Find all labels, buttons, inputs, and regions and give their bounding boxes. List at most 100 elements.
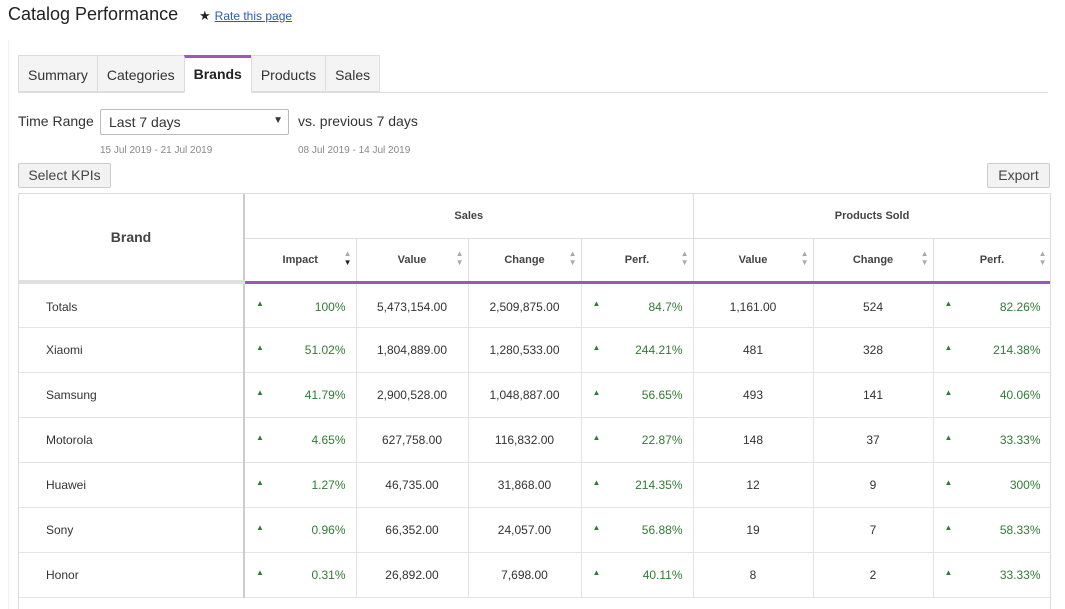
- impact-cell: ▲ 0.96%: [244, 507, 357, 553]
- sales-change-cell: 31,868.00: [468, 462, 582, 508]
- products-value-cell: 8: [693, 552, 814, 598]
- sales-change-column-header[interactable]: Change ▲ ▼: [468, 238, 582, 284]
- products-value-cell: 12: [693, 462, 814, 508]
- products-change-cell: 141: [813, 372, 934, 418]
- products-perf-column-header[interactable]: Perf. ▲ ▼: [933, 238, 1050, 284]
- tab-bar: Summary Categories Brands Products Sales: [18, 55, 381, 93]
- arrow-up-icon: ▲: [256, 567, 264, 577]
- export-button[interactable]: Export: [987, 163, 1050, 188]
- sort-icon[interactable]: ▲ ▼: [680, 248, 689, 267]
- sales-change-cell: 24,057.00: [468, 507, 582, 553]
- products-sold-group-header: Products Sold: [693, 194, 1050, 239]
- sales-value-cell: 66,352.00: [356, 507, 469, 553]
- tab-products[interactable]: Products: [250, 55, 326, 92]
- brand-cell: Sony: [19, 507, 245, 553]
- products-perf-cell: ▲ 40.06%: [933, 372, 1050, 418]
- select-kpis-button[interactable]: Select KPIs: [18, 163, 111, 188]
- arrow-up-icon: ▲: [256, 477, 264, 487]
- rate-link[interactable]: Rate this page: [214, 9, 293, 23]
- products-change-cell: 524: [813, 282, 934, 328]
- table-row[interactable]: Samsung ▲ 41.79% 2,900,528.00 1,048,887.00 ▲ 5…: [19, 372, 1050, 418]
- sales-value-cell: 1,804,889.00: [356, 327, 469, 373]
- sort-icon[interactable]: ▲ ▼: [343, 248, 352, 267]
- products-perf-cell: ▲ 214.38%: [933, 327, 1050, 373]
- arrow-up-icon: ▲: [592, 477, 601, 487]
- brands-table: Brand Sales Products Sold Impact ▲ ▼ Value…: [19, 194, 1050, 598]
- arrow-up-icon: ▲: [592, 298, 601, 308]
- sales-perf-cell: ▲ 214.35%: [581, 462, 694, 508]
- sort-icon[interactable]: ▲ ▼: [568, 248, 577, 267]
- tab-categories[interactable]: Categories: [96, 55, 184, 92]
- sales-change-cell: 1,280,533.00: [468, 327, 582, 373]
- impact-cell: ▲ 0.31%: [244, 552, 357, 598]
- sort-icon[interactable]: ▲ ▼: [920, 248, 929, 267]
- products-perf-cell: ▲ 82.26%: [933, 282, 1050, 328]
- sales-change-cell: 7,698.00: [468, 552, 582, 598]
- time-range-select[interactable]: Last 7 days ▼: [100, 109, 289, 135]
- impact-cell: ▲ 1.27%: [244, 462, 357, 508]
- comparison-label: vs. previous 7 days: [298, 113, 418, 129]
- table-row[interactable]: Huawei ▲ 1.27% 46,735.00 31,868.00 ▲ 214.35% 12…: [19, 462, 1050, 508]
- arrow-up-icon: ▲: [256, 298, 264, 308]
- sales-value-cell: 5,473,154.00: [356, 282, 469, 328]
- arrow-up-icon: ▲: [256, 387, 264, 397]
- brand-column-header[interactable]: Brand: [19, 194, 245, 284]
- arrow-up-icon: ▲: [944, 387, 953, 397]
- products-change-cell: 328: [813, 327, 934, 373]
- sales-perf-column-header[interactable]: Perf. ▲ ▼: [581, 238, 694, 284]
- sales-perf-cell: ▲ 22.87%: [581, 417, 694, 463]
- sales-change-cell: 1,048,887.00: [468, 372, 582, 418]
- impact-cell: ▲ 100%: [244, 282, 357, 328]
- tab-brands[interactable]: Brands: [183, 55, 251, 93]
- sort-icon[interactable]: ▲ ▼: [800, 248, 809, 267]
- brand-cell: Totals: [19, 282, 245, 328]
- products-change-column-header[interactable]: Change ▲ ▼: [813, 238, 934, 284]
- current-date-range: 15 Jul 2019 - 21 Jul 2019: [100, 145, 213, 156]
- sales-perf-cell: ▲ 40.11%: [581, 552, 694, 598]
- products-value-column-header[interactable]: Value ▲ ▼: [693, 238, 814, 284]
- impact-column-header[interactable]: Impact ▲ ▼: [244, 238, 357, 284]
- impact-cell: ▲ 4.65%: [244, 417, 357, 463]
- sales-value-column-header[interactable]: Value ▲ ▼: [356, 238, 469, 284]
- tab-summary[interactable]: Summary: [18, 55, 97, 92]
- tab-sales[interactable]: Sales: [325, 55, 381, 92]
- tabs-divider: [18, 92, 1048, 93]
- products-value-cell: 493: [693, 372, 814, 418]
- sales-perf-cell: ▲ 244.21%: [581, 327, 694, 373]
- table-row[interactable]: Totals ▲ 100% 5,473,154.00 2,509,875.00 ▲ 84.7…: [19, 282, 1050, 328]
- products-change-cell: 2: [813, 552, 934, 598]
- impact-cell: ▲ 51.02%: [244, 327, 357, 373]
- arrow-up-icon: ▲: [592, 522, 601, 532]
- page-title: Catalog Performance: [8, 4, 179, 24]
- sales-value-cell: 2,900,528.00: [356, 372, 469, 418]
- arrow-up-icon: ▲: [944, 298, 953, 308]
- products-perf-cell: ▲ 33.33%: [933, 417, 1050, 463]
- products-change-cell: 7: [813, 507, 934, 553]
- arrow-up-icon: ▲: [944, 522, 953, 532]
- brand-cell: Xiaomi: [19, 327, 245, 373]
- table-row[interactable]: Honor ▲ 0.31% 26,892.00 7,698.00 ▲ 40.11% 8 2 ▲ 33…: [19, 552, 1050, 598]
- previous-date-range: 08 Jul 2019 - 14 Jul 2019: [298, 145, 411, 156]
- brand-cell: Huawei: [19, 462, 245, 508]
- table-row[interactable]: Sony ▲ 0.96% 66,352.00 24,057.00 ▲ 56.88% 19 7 ▲ 5…: [19, 507, 1050, 553]
- sort-icon[interactable]: ▲ ▼: [1038, 248, 1047, 267]
- table-row[interactable]: Xiaomi ▲ 51.02% 1,804,889.00 1,280,533.00 ▲ 24…: [19, 327, 1050, 373]
- sort-icon[interactable]: ▲ ▼: [455, 248, 464, 267]
- arrow-up-icon: ▲: [944, 432, 953, 442]
- arrow-up-icon: ▲: [256, 432, 264, 442]
- arrow-up-icon: ▲: [592, 387, 601, 397]
- products-value-cell: 148: [693, 417, 814, 463]
- arrow-up-icon: ▲: [256, 522, 264, 532]
- brands-table-container: Brand Sales Products Sold Impact ▲ ▼ Value…: [18, 193, 1051, 609]
- products-perf-cell: ▲ 58.33%: [933, 507, 1050, 553]
- arrow-up-icon: ▲: [592, 567, 601, 577]
- sales-value-cell: 26,892.00: [356, 552, 469, 598]
- table-row[interactable]: Motorola ▲ 4.65% 627,758.00 116,832.00 ▲ 22.87…: [19, 417, 1050, 463]
- arrow-up-icon: ▲: [944, 342, 953, 352]
- star-icon: ★: [199, 8, 211, 23]
- arrow-up-icon: ▲: [944, 567, 953, 577]
- top-bar: Catalog Performance ★ Rate this page: [0, 0, 1065, 36]
- sales-group-header: Sales: [244, 194, 694, 239]
- rate-this-page[interactable]: ★ Rate this page: [199, 8, 292, 24]
- sales-perf-cell: ▲ 56.88%: [581, 507, 694, 553]
